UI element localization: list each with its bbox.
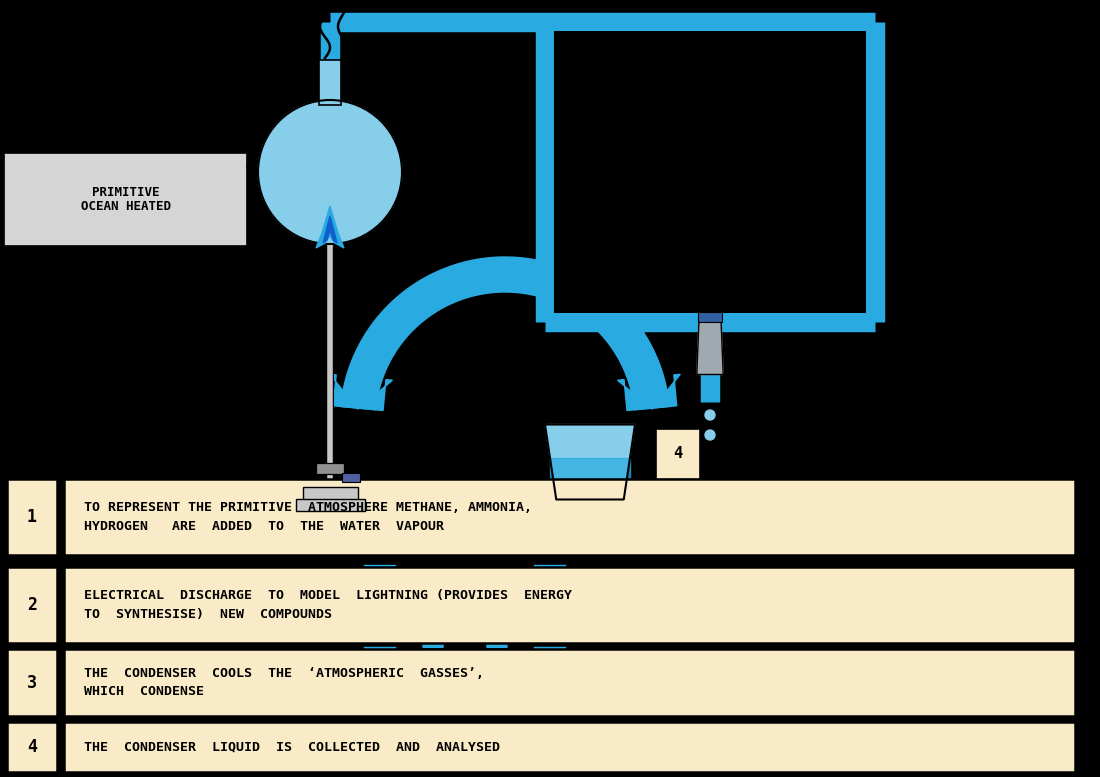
Polygon shape xyxy=(696,319,723,375)
FancyBboxPatch shape xyxy=(4,153,248,246)
Text: 4: 4 xyxy=(673,447,683,462)
Polygon shape xyxy=(534,647,566,658)
FancyArrow shape xyxy=(330,375,393,410)
Text: THE  CONDENSER  LIQUID  IS  COLLECTED  AND  ANALYSED: THE CONDENSER LIQUID IS COLLECTED AND AN… xyxy=(84,740,500,754)
FancyBboxPatch shape xyxy=(64,722,1075,772)
Polygon shape xyxy=(341,257,669,409)
FancyBboxPatch shape xyxy=(296,499,364,511)
Polygon shape xyxy=(544,424,635,500)
FancyBboxPatch shape xyxy=(302,487,358,501)
FancyBboxPatch shape xyxy=(554,31,866,313)
FancyArrow shape xyxy=(617,375,680,410)
Text: THE  CONDENSER  COOLS  THE  ‘ATMOSPHERIC  GASSES’,
WHICH  CONDENSE: THE CONDENSER COOLS THE ‘ATMOSPHERIC GAS… xyxy=(84,667,484,699)
FancyBboxPatch shape xyxy=(64,567,1075,643)
FancyBboxPatch shape xyxy=(698,312,722,322)
Text: TO REPRESENT THE PRIMITIVE  ATMOSPHERE METHANE, AMMONIA,
HYDROGEN   ARE  ADDED  : TO REPRESENT THE PRIMITIVE ATMOSPHERE ME… xyxy=(84,501,532,533)
FancyBboxPatch shape xyxy=(7,479,57,555)
FancyBboxPatch shape xyxy=(7,649,57,716)
Text: 3: 3 xyxy=(28,674,37,692)
FancyBboxPatch shape xyxy=(316,463,344,474)
Text: 1: 1 xyxy=(28,508,37,526)
Polygon shape xyxy=(424,605,507,647)
Text: 2: 2 xyxy=(28,596,37,614)
Circle shape xyxy=(258,100,402,244)
Circle shape xyxy=(705,410,715,420)
Circle shape xyxy=(705,430,715,440)
FancyBboxPatch shape xyxy=(64,479,1075,555)
Polygon shape xyxy=(364,647,396,658)
FancyBboxPatch shape xyxy=(342,473,360,482)
Text: ELECTRICAL  DISCHARGE  TO  MODEL  LIGHTNING (PROVIDES  ENERGY
TO  SYNTHESISE)  N: ELECTRICAL DISCHARGE TO MODEL LIGHTNING … xyxy=(84,589,572,621)
FancyBboxPatch shape xyxy=(319,60,341,105)
Text: 4: 4 xyxy=(28,738,37,756)
FancyBboxPatch shape xyxy=(7,567,57,643)
FancyBboxPatch shape xyxy=(64,649,1075,716)
Polygon shape xyxy=(316,206,344,248)
Polygon shape xyxy=(323,216,337,243)
Text: PRIMITIVE
OCEAN HEATED: PRIMITIVE OCEAN HEATED xyxy=(80,186,170,214)
FancyBboxPatch shape xyxy=(656,429,700,479)
Polygon shape xyxy=(534,566,566,577)
Polygon shape xyxy=(364,566,396,577)
FancyBboxPatch shape xyxy=(7,722,57,772)
